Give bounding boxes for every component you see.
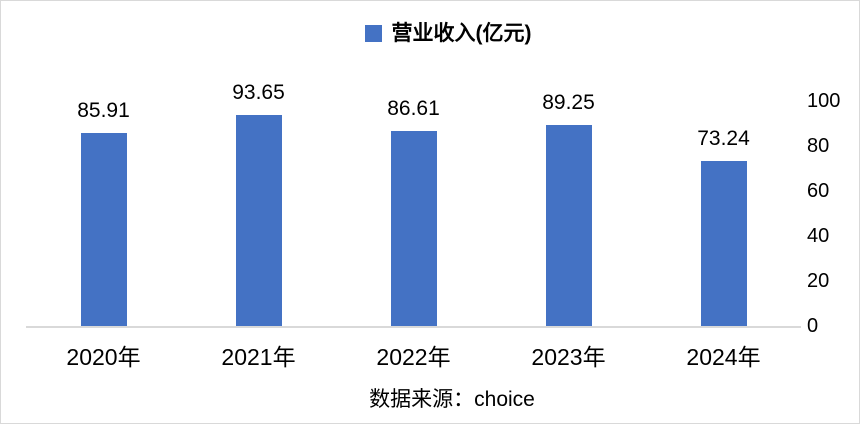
bar-value-label: 73.24 xyxy=(697,127,750,150)
x-tick-label: 2024年 xyxy=(686,344,761,370)
bar-slot: 85.91 xyxy=(26,99,181,326)
x-tick-label: 2023年 xyxy=(531,344,606,370)
x-tick-label: 2022年 xyxy=(376,344,451,370)
y-tick-label: 0 xyxy=(807,315,819,337)
bar xyxy=(390,131,437,326)
bar xyxy=(80,133,127,326)
x-axis: 2020年 2021年 2022年 2023年 2024年 xyxy=(26,338,801,370)
bar xyxy=(235,115,282,326)
x-tick-label: 2020年 xyxy=(66,344,141,370)
legend-label: 营业收入(亿元) xyxy=(391,22,532,45)
y-tick-label: 20 xyxy=(807,270,830,292)
bar-value-label: 86.61 xyxy=(387,97,440,120)
y-tick-label: 100 xyxy=(807,90,841,112)
legend-swatch-icon xyxy=(364,25,382,42)
bar xyxy=(700,161,747,326)
bar-slot: 89.25 xyxy=(491,91,646,326)
legend: 营业收入(亿元) xyxy=(19,22,859,45)
x-tick-label: 2021年 xyxy=(221,344,296,370)
plot-area: 85.91 93.65 86.61 89.25 73.24 xyxy=(26,81,801,328)
bar-value-label: 85.91 xyxy=(77,99,130,122)
data-source-caption: 数据来源：choice xyxy=(369,388,535,411)
y-tick-label: 60 xyxy=(807,180,830,202)
bar-slot: 73.24 xyxy=(646,101,801,326)
y-tick-label: 80 xyxy=(807,135,830,157)
y-axis: 0 20 40 60 80 100 xyxy=(807,1,857,423)
bar-slot: 93.65 xyxy=(181,81,336,326)
bar-slot: 86.61 xyxy=(336,97,491,326)
y-tick-label: 40 xyxy=(807,225,830,247)
bar-value-label: 93.65 xyxy=(232,81,285,104)
bar xyxy=(545,125,592,326)
bar-value-label: 89.25 xyxy=(542,91,595,114)
